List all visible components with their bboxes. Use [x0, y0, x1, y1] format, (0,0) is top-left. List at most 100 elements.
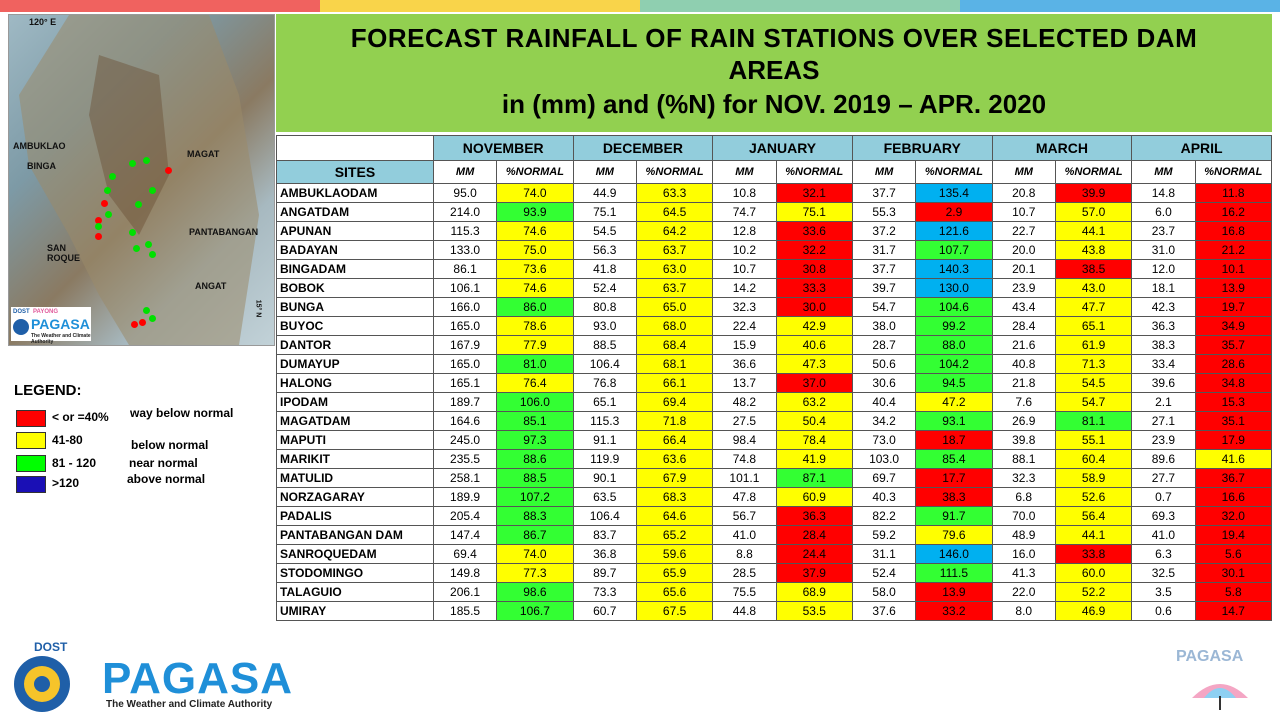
- percent-normal-cell: 17.7: [915, 468, 993, 488]
- percent-normal-cell: 64.2: [635, 221, 714, 241]
- percent-normal-cell: 87.1: [775, 468, 853, 488]
- mm-cell: 48.9: [991, 525, 1056, 545]
- percent-normal-cell: 58.9: [1054, 468, 1133, 488]
- mm-cell: 22.4: [712, 316, 777, 336]
- mm-cell: 2.1: [1131, 392, 1196, 412]
- mm-cell: 115.3: [572, 411, 637, 431]
- station-dot: [139, 319, 146, 326]
- percent-normal-cell: 63.6: [635, 449, 714, 469]
- station-dot: [135, 201, 142, 208]
- table-row: DUMAYUP 165.0 81.0 106.4 68.1 36.6 47.3 50.6 104…: [276, 354, 1273, 374]
- mm-cell: 69.3: [1131, 506, 1196, 526]
- mm-header: MM: [572, 160, 637, 184]
- percent-normal-cell: 69.4: [635, 392, 714, 412]
- percent-normal-cell: 46.9: [1054, 601, 1133, 621]
- percent-normal-cell: 37.0: [775, 373, 853, 393]
- percent-normal-cell: 111.5: [915, 563, 993, 583]
- site-name: APUNAN: [276, 221, 434, 241]
- mm-cell: 27.5: [712, 411, 777, 431]
- mm-cell: 74.8: [712, 449, 777, 469]
- mm-cell: 0.6: [1131, 601, 1196, 621]
- mm-cell: 33.4: [1131, 354, 1196, 374]
- mm-cell: 18.1: [1131, 278, 1196, 298]
- percent-normal-cell: 88.5: [496, 468, 574, 488]
- percent-normal-cell: 130.0: [915, 278, 993, 298]
- percent-normal-cell: 67.9: [635, 468, 714, 488]
- percent-normal-cell: 76.4: [496, 373, 574, 393]
- site-name: HALONG: [276, 373, 434, 393]
- percent-normal-cell: 99.2: [915, 316, 993, 336]
- mm-cell: 90.1: [572, 468, 637, 488]
- station-dot: [149, 251, 156, 258]
- mm-cell: 39.8: [991, 430, 1056, 450]
- percent-normal-header: %NORMAL: [496, 160, 574, 184]
- percent-normal-cell: 88.6: [496, 449, 574, 469]
- site-name: TALAGUIO: [276, 582, 434, 602]
- percent-normal-cell: 5.8: [1194, 582, 1273, 602]
- mm-cell: 165.0: [432, 354, 498, 374]
- table-row: BOBOK 106.1 74.6 52.4 63.7 14.2 33.3 39.7 130.0 2…: [276, 278, 1273, 298]
- map-label-binga: BINGA: [27, 161, 56, 171]
- mm-cell: 89.6: [1131, 449, 1196, 469]
- legend-desc: below normal: [131, 438, 209, 452]
- site-name: NORZAGARAY: [276, 487, 434, 507]
- mm-cell: 55.3: [851, 202, 917, 222]
- table-row: STODOMINGO 149.8 77.3 89.7 65.9 28.5 37.9 52.4 1…: [276, 563, 1273, 583]
- percent-normal-header: %NORMAL: [635, 160, 714, 184]
- table-row: UMIRAY 185.5 106.7 60.7 67.5 44.8 53.5 37.6 33.2…: [276, 601, 1273, 621]
- mm-cell: 40.4: [851, 392, 917, 412]
- percent-normal-cell: 63.0: [635, 259, 714, 279]
- percent-normal-cell: 85.4: [915, 449, 993, 469]
- mm-cell: 56.3: [572, 240, 637, 260]
- percent-normal-cell: 79.6: [915, 525, 993, 545]
- legend-swatch-green: [16, 455, 46, 472]
- table-row: MARIKIT 235.5 88.6 119.9 63.6 74.8 41.9 103.0 85…: [276, 449, 1273, 469]
- site-name: BUNGA: [276, 297, 434, 317]
- mm-cell: 26.9: [991, 411, 1056, 431]
- mm-cell: 52.4: [572, 278, 637, 298]
- percent-normal-cell: 71.3: [1054, 354, 1133, 374]
- mm-cell: 40.8: [991, 354, 1056, 374]
- site-name: MATULID: [276, 468, 434, 488]
- mm-cell: 28.4: [991, 316, 1056, 336]
- month-header: NOVEMBER: [432, 135, 574, 161]
- mm-cell: 38.3: [1131, 335, 1196, 355]
- terrain-shape: [19, 15, 259, 345]
- mm-cell: 189.9: [432, 487, 498, 507]
- site-name: BUYOC: [276, 316, 434, 336]
- mm-cell: 41.8: [572, 259, 637, 279]
- percent-normal-cell: 68.1: [635, 354, 714, 374]
- mm-cell: 115.3: [432, 221, 498, 241]
- percent-normal-cell: 32.0: [1194, 506, 1273, 526]
- mm-cell: 76.8: [572, 373, 637, 393]
- table-month-header-row: NOVEMBER DECEMBER JANUARY FEBRUARY MARCH…: [276, 135, 1272, 161]
- table-row: NORZAGARAY 189.9 107.2 63.5 68.3 47.8 60.9 40.3…: [276, 487, 1273, 507]
- percent-normal-cell: 146.0: [915, 544, 993, 564]
- mm-cell: 10.2: [712, 240, 777, 260]
- table-row: MAPUTI 245.0 97.3 91.1 66.4 98.4 78.4 73.0 18.7 3…: [276, 430, 1273, 450]
- map-label-magat: MAGAT: [187, 149, 220, 159]
- percent-normal-cell: 63.7: [635, 278, 714, 298]
- percent-normal-cell: 59.6: [635, 544, 714, 564]
- percent-normal-cell: 55.1: [1054, 430, 1133, 450]
- mm-cell: 214.0: [432, 202, 498, 222]
- mm-cell: 50.6: [851, 354, 917, 374]
- percent-normal-cell: 68.3: [635, 487, 714, 507]
- percent-normal-cell: 16.6: [1194, 487, 1273, 507]
- legend-swatch-red: [16, 410, 46, 427]
- rainfall-forecast-table: NOVEMBER DECEMBER JANUARY FEBRUARY MARCH…: [276, 135, 1273, 621]
- percent-normal-cell: 33.2: [915, 601, 993, 621]
- top-color-bar: [0, 0, 1280, 12]
- percent-normal-cell: 71.8: [635, 411, 714, 431]
- mm-header: MM: [1131, 160, 1196, 184]
- percent-normal-cell: 17.9: [1194, 430, 1273, 450]
- percent-normal-cell: 53.5: [775, 601, 853, 621]
- mm-cell: 165.0: [432, 316, 498, 336]
- mm-cell: 21.8: [991, 373, 1056, 393]
- mm-cell: 41.0: [1131, 525, 1196, 545]
- percent-normal-cell: 14.7: [1194, 601, 1273, 621]
- site-name: SANROQUEDAM: [276, 544, 434, 564]
- mm-cell: 258.1: [432, 468, 498, 488]
- percent-normal-cell: 88.0: [915, 335, 993, 355]
- percent-normal-cell: 88.3: [496, 506, 574, 526]
